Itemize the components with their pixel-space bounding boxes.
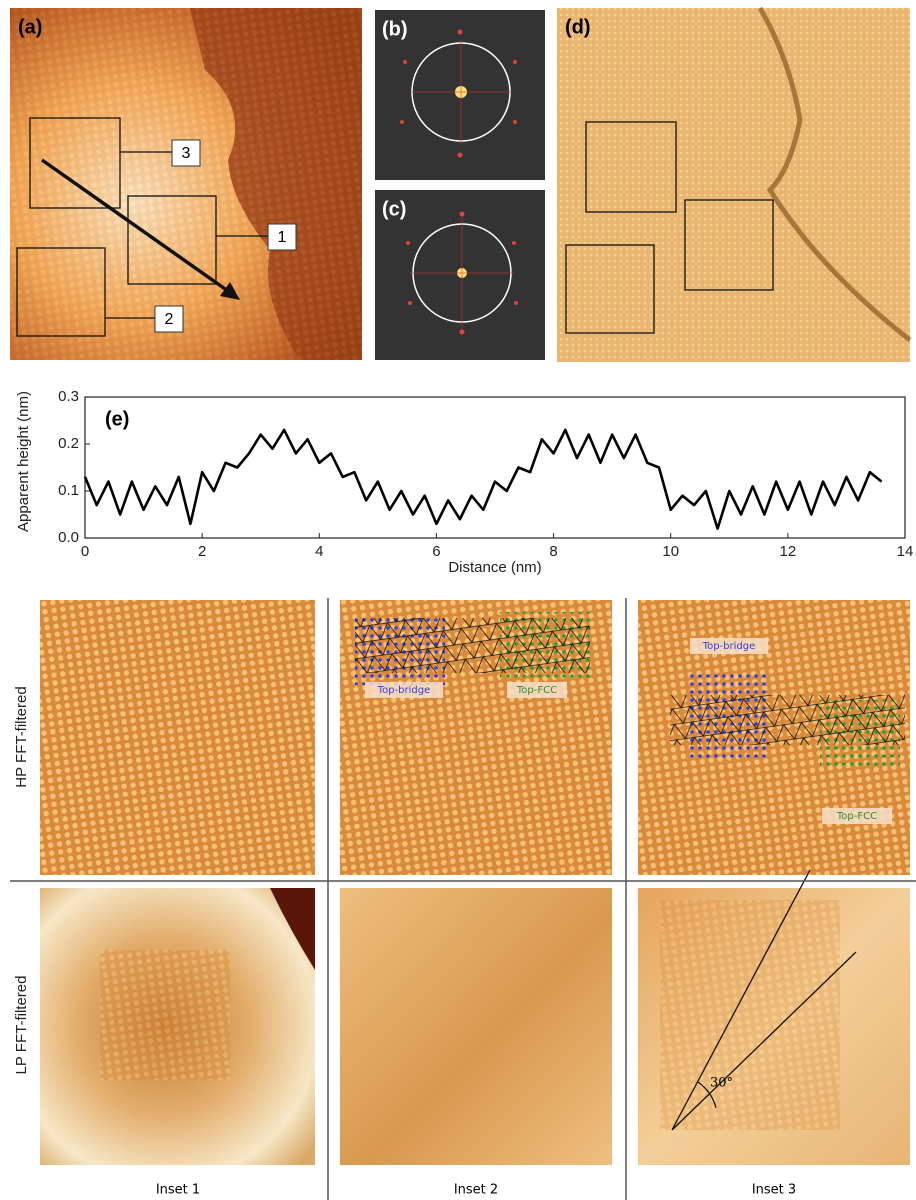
decoration	[154, 139, 297, 333]
decoration	[512, 241, 516, 245]
decoration	[457, 152, 463, 158]
x-tick-label: 4	[315, 543, 323, 560]
decoration	[406, 241, 410, 245]
decoration	[270, 888, 315, 970]
decoration	[340, 888, 612, 1165]
y-tick-label: 0.0	[58, 529, 79, 546]
x-tick-label: 10	[662, 543, 679, 560]
decoration	[565, 244, 655, 334]
decoration	[29, 117, 121, 209]
decoration	[16, 247, 106, 337]
angle-label: 30°	[710, 1076, 733, 1091]
decoration	[127, 195, 217, 285]
decoration	[513, 60, 517, 64]
decoration	[10, 8, 362, 360]
plot-frame	[84, 396, 906, 539]
panel-c: (c)	[375, 190, 545, 360]
decoration	[100, 950, 230, 1080]
decoration	[267, 223, 297, 251]
decoration	[757, 6, 912, 342]
decoration	[403, 60, 407, 64]
box-label: 1	[278, 229, 287, 246]
y-tick-label: 0.2	[58, 435, 79, 452]
y-tick-label: 0.3	[58, 388, 79, 405]
decoration	[40, 158, 230, 293]
row-label: LP FFT-filtered	[13, 976, 30, 1075]
annotation: Top-bridge	[377, 685, 431, 696]
profile-line	[83, 428, 883, 530]
decoration	[670, 695, 905, 745]
decoration	[400, 29, 517, 158]
decoration	[410, 40, 512, 144]
panel-a: (a) 3 1 2	[10, 8, 362, 360]
profile-chart: 0 2 4 6 8 10 12 14 0.0 0.1 0.2 0.3 Distance (nm) Appa…	[15, 388, 913, 576]
insets: Top-bridge Top-FCC Top-bridge Top-FCC 30…	[10, 598, 916, 1200]
decoration	[671, 869, 857, 1131]
decoration	[10, 598, 916, 1200]
decoration	[671, 869, 857, 1131]
y-axis-label: Apparent height (nm)	[15, 391, 32, 532]
annotation: Top-FCC	[836, 811, 877, 822]
decoration	[171, 139, 201, 167]
annotation: Top-bridge	[702, 641, 756, 652]
decoration	[459, 329, 465, 335]
panel-label: (d)	[565, 16, 591, 38]
annotation: Top-FCC	[516, 685, 557, 696]
decoration	[514, 301, 518, 305]
decoration	[513, 120, 517, 124]
panel-label: (a)	[18, 16, 42, 38]
panel-label: (e)	[105, 408, 129, 430]
decoration	[154, 305, 184, 333]
column-label: Inset 3	[752, 1183, 796, 1198]
y-tick-label: 0.1	[58, 482, 79, 499]
decoration	[457, 29, 463, 35]
panel-d: (d)	[557, 6, 912, 362]
decoration	[410, 215, 514, 333]
decoration	[565, 121, 774, 334]
decoration	[16, 117, 268, 337]
decoration	[365, 638, 892, 824]
decoration	[400, 120, 404, 124]
row-label: HP FFT-filtered	[13, 686, 30, 787]
decoration	[459, 211, 465, 217]
x-tick-label: 14	[897, 543, 914, 560]
decoration	[40, 600, 315, 875]
decoration	[684, 199, 774, 291]
decoration	[557, 8, 910, 362]
decoration	[105, 151, 268, 319]
x-axis-label: Distance (nm)	[448, 559, 541, 576]
decoration	[660, 900, 840, 1130]
panel-label: (b)	[382, 18, 408, 40]
panel-label: (c)	[382, 198, 406, 220]
box-label: 2	[165, 311, 174, 328]
box-label: 3	[182, 145, 191, 162]
decoration	[507, 682, 567, 698]
decoration	[822, 808, 892, 824]
x-tick-label: 6	[432, 543, 440, 560]
decoration	[355, 618, 590, 673]
decoration	[690, 638, 768, 654]
column-label: Inset 1	[156, 1183, 200, 1198]
decoration	[585, 121, 677, 213]
decoration	[365, 682, 443, 698]
decoration	[220, 282, 240, 300]
decoration	[408, 301, 412, 305]
x-tick-label: 0	[81, 543, 89, 560]
decoration	[406, 211, 518, 335]
x-tick-label: 8	[549, 543, 557, 560]
panel-b: (b)	[375, 10, 545, 180]
x-tick-label: 2	[198, 543, 206, 560]
column-label: Inset 2	[454, 1183, 498, 1198]
x-tick-label: 12	[780, 543, 797, 560]
